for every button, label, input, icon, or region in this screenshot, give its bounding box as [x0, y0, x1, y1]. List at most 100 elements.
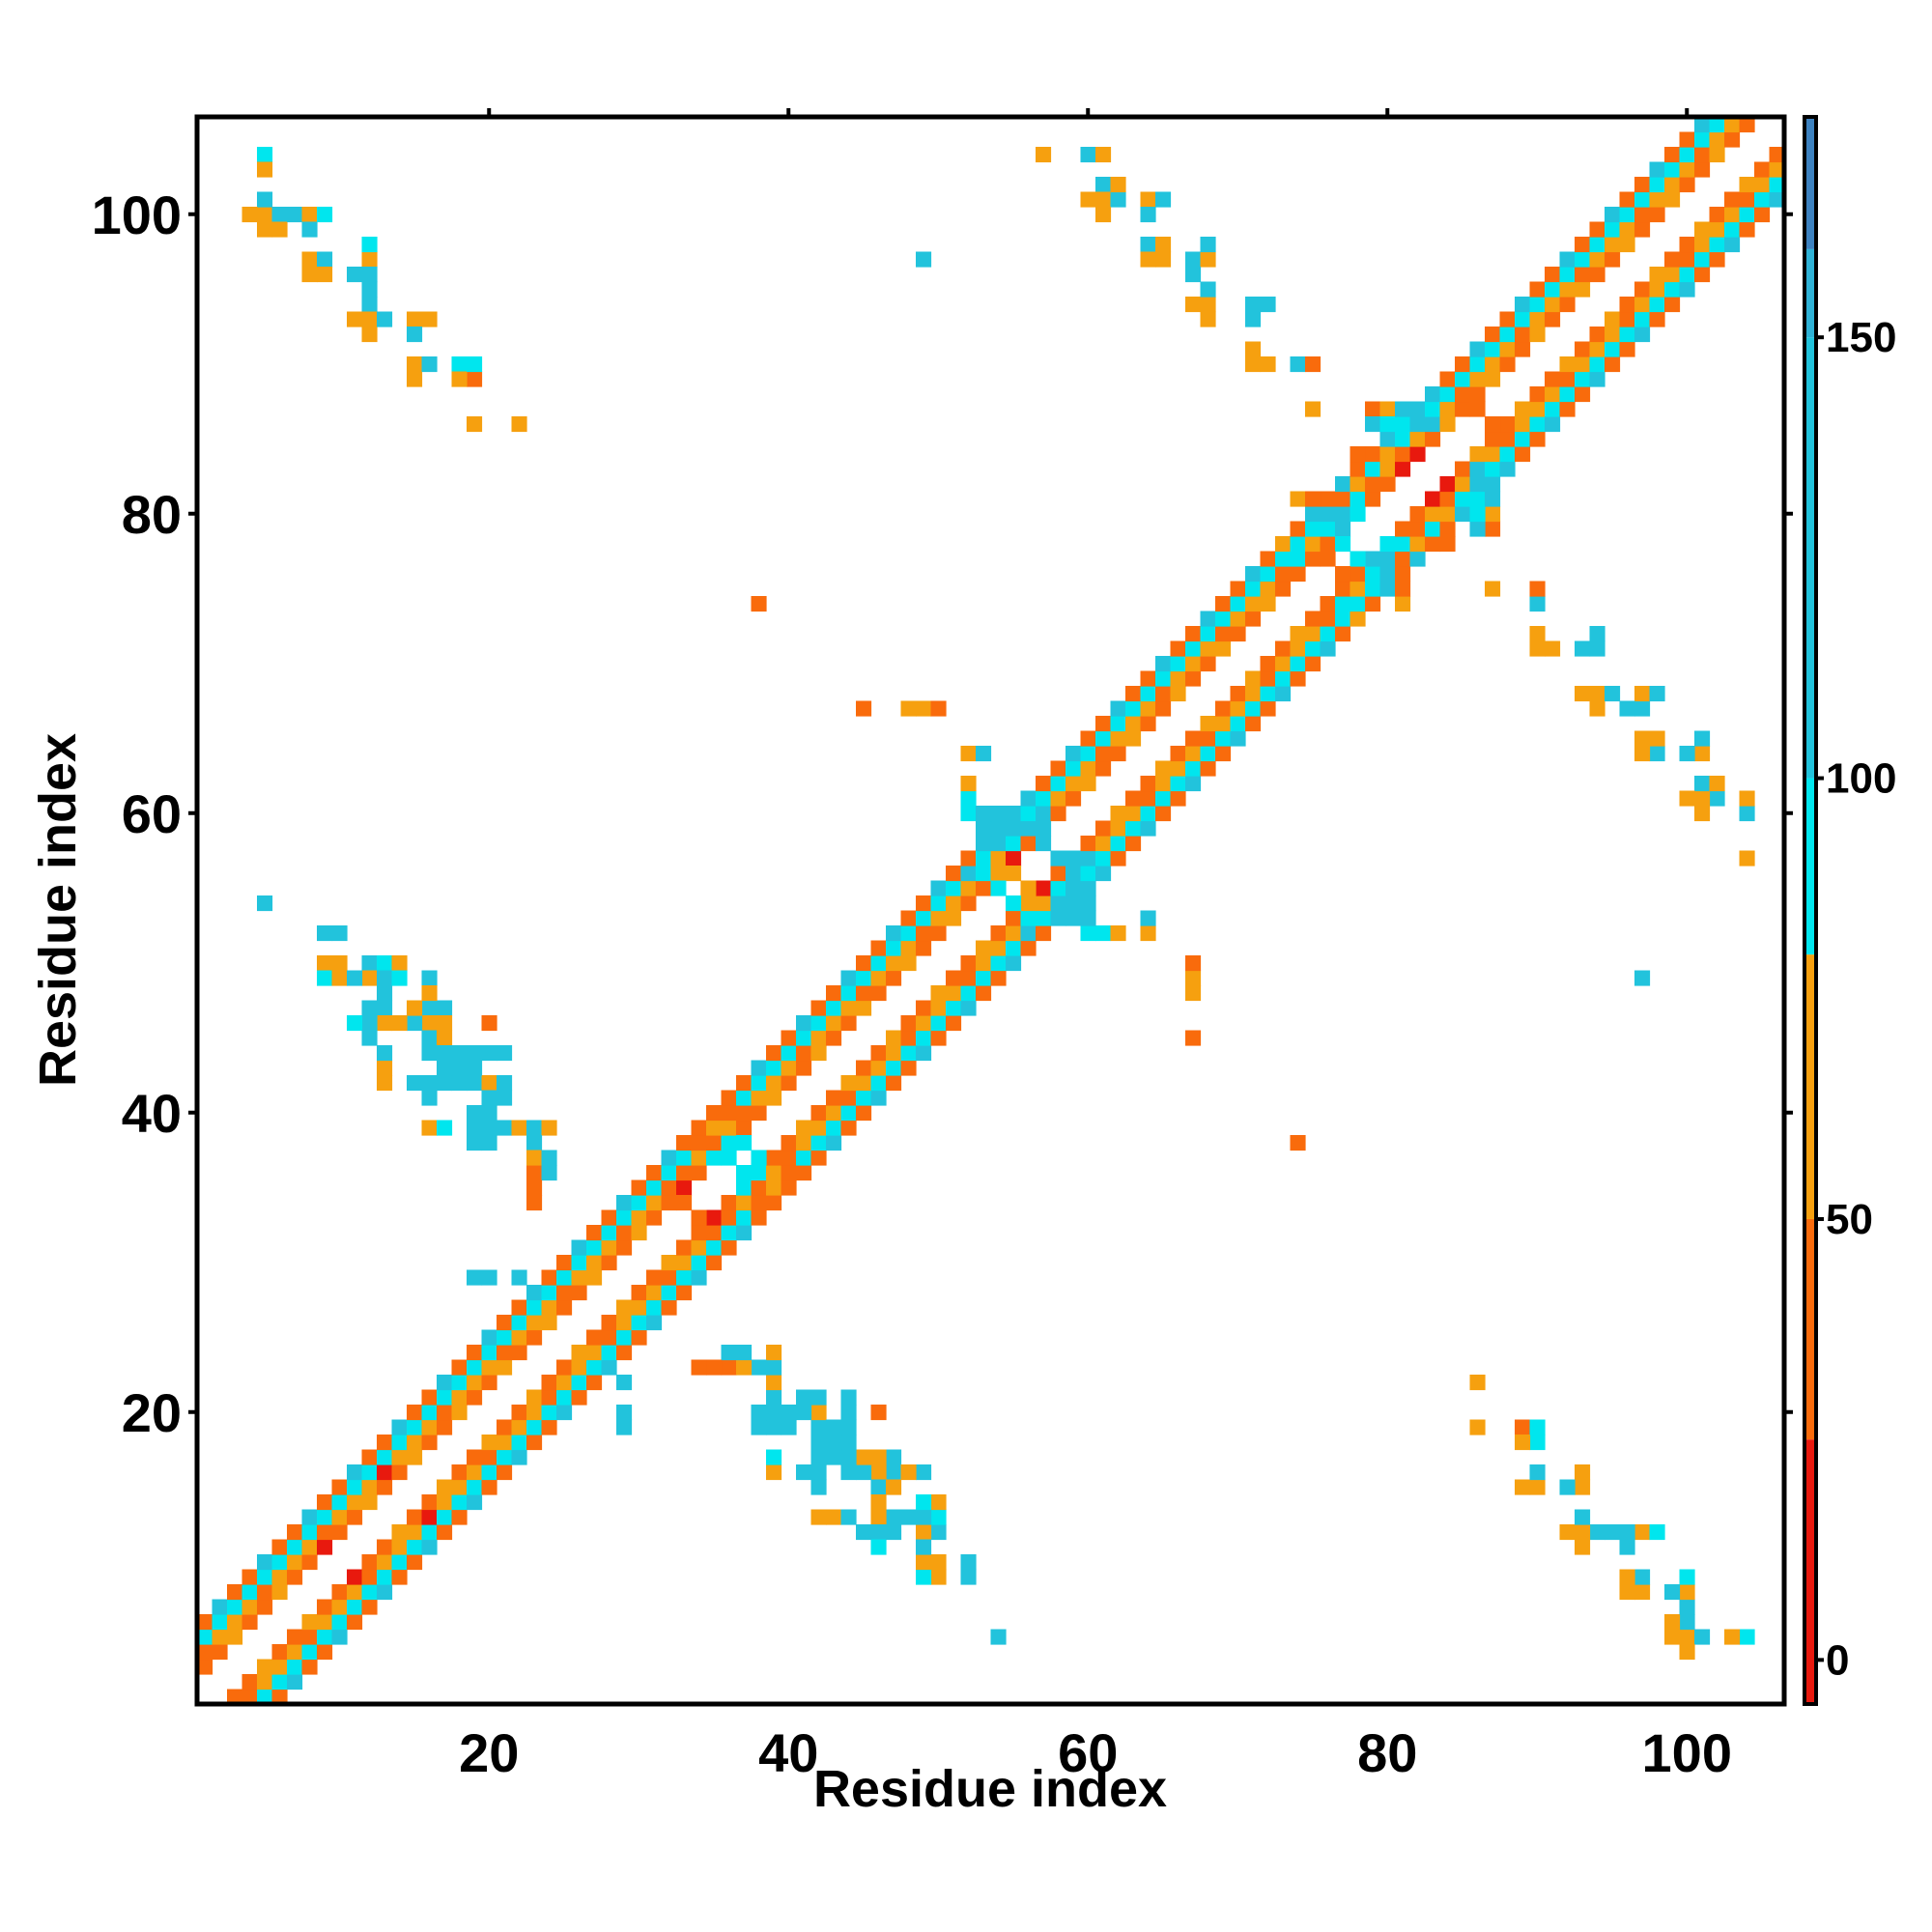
- heatmap-cell: [1050, 895, 1066, 912]
- heatmap-cell: [391, 970, 408, 986]
- heatmap-cell: [1350, 566, 1366, 582]
- heatmap-cell: [1350, 611, 1366, 627]
- heatmap-cell: [257, 221, 273, 238]
- heatmap-cell: [840, 985, 857, 1002]
- heatmap-cell: [1335, 506, 1351, 523]
- heatmap-cell: [1006, 836, 1022, 852]
- heatmap-cell: [1215, 596, 1232, 612]
- heatmap-cell: [900, 1464, 917, 1481]
- heatmap-cell: [810, 1509, 827, 1525]
- heatmap-cell: [1439, 401, 1456, 417]
- heatmap-cell: [1290, 566, 1306, 582]
- heatmap-cell: [976, 806, 992, 822]
- heatmap-cell: [1529, 1435, 1546, 1451]
- heatmap-cell: [1694, 730, 1711, 747]
- heatmap-cell: [1709, 776, 1725, 792]
- heatmap-cell: [1634, 177, 1651, 193]
- heatmap-cell: [900, 1015, 917, 1032]
- heatmap-cell: [990, 850, 1007, 867]
- heatmap-cell: [796, 1030, 812, 1046]
- heatmap-cell: [271, 1689, 288, 1705]
- heatmap-cell: [526, 1315, 543, 1331]
- heatmap-cell: [1350, 596, 1366, 612]
- heatmap-cell: [451, 1494, 468, 1511]
- heatmap-cell: [1769, 147, 1785, 163]
- heatmap-cell: [1619, 341, 1635, 357]
- heatmap-cell: [1379, 431, 1396, 447]
- heatmap-cell: [1425, 386, 1441, 403]
- heatmap-cell: [691, 1120, 707, 1136]
- heatmap-cell: [1559, 386, 1576, 403]
- heatmap-cell: [1260, 551, 1276, 567]
- heatmap-cell: [257, 1674, 273, 1690]
- heatmap-cell: [481, 1359, 497, 1376]
- heatmap-cell: [361, 311, 378, 327]
- heatmap-cell: [301, 267, 318, 283]
- heatmap-cell: [1575, 251, 1591, 268]
- heatmap-cell: [930, 910, 947, 926]
- heatmap-cell: [451, 1479, 468, 1495]
- heatmap-cell: [616, 1315, 633, 1331]
- y-tick-label: 80: [122, 484, 182, 545]
- heatmap-cell: [257, 191, 273, 208]
- heatmap-cell: [361, 237, 378, 253]
- heatmap-cell: [736, 1225, 753, 1241]
- heatmap-cell: [1185, 670, 1202, 687]
- heatmap-cell: [856, 1060, 872, 1076]
- heatmap-cell: [900, 910, 917, 926]
- heatmap-cell: [1545, 371, 1561, 387]
- heatmap-cell: [1200, 611, 1216, 627]
- heatmap-cell: [1095, 760, 1112, 777]
- heatmap-cell: [1589, 267, 1605, 283]
- heatmap-cell: [481, 1090, 497, 1106]
- heatmap-cell: [526, 1195, 543, 1211]
- heatmap-cell: [242, 1674, 258, 1690]
- heatmap-cell: [1559, 251, 1576, 268]
- heatmap-cell: [361, 955, 378, 972]
- heatmap-cell: [347, 1494, 363, 1511]
- heatmap-cell: [1589, 1524, 1605, 1541]
- heatmap-cell: [1455, 356, 1471, 373]
- heatmap-cell: [497, 1315, 513, 1331]
- heatmap-cell: [586, 1359, 603, 1376]
- heatmap-cell: [916, 251, 932, 268]
- heatmap-cell: [736, 1090, 753, 1106]
- heatmap-cell: [421, 1524, 438, 1541]
- heatmap-cell: [331, 1614, 348, 1631]
- heatmap-cell: [946, 985, 962, 1002]
- heatmap-cell: [691, 1239, 707, 1256]
- heatmap-cell: [1409, 446, 1426, 463]
- heatmap-cell: [796, 1045, 812, 1062]
- heatmap-cell: [886, 925, 902, 942]
- heatmap-cell: [976, 880, 992, 896]
- heatmap-cell: [1739, 806, 1755, 822]
- heatmap-cell: [1350, 476, 1366, 493]
- heatmap-cell: [1230, 716, 1246, 732]
- heatmap-cell: [361, 281, 378, 298]
- heatmap-cell: [421, 1090, 438, 1106]
- heatmap-cell: [1455, 461, 1471, 477]
- heatmap-cell: [1065, 895, 1082, 912]
- heatmap-cell: [1754, 207, 1771, 223]
- heatmap-cell: [242, 207, 258, 223]
- heatmap-cell: [271, 1554, 288, 1571]
- heatmap-cell: [1469, 461, 1486, 477]
- heatmap-cell: [301, 221, 318, 238]
- heatmap-cell: [1409, 536, 1426, 553]
- heatmap-cell: [421, 1015, 438, 1032]
- heatmap-cell: [301, 1659, 318, 1675]
- heatmap-cell: [990, 820, 1007, 837]
- heatmap-cell: [571, 1239, 587, 1256]
- heatmap-cell: [1305, 506, 1321, 523]
- heatmap-cell: [1515, 401, 1531, 417]
- heatmap-cell: [1080, 850, 1096, 867]
- heatmap-cell: [946, 1000, 962, 1016]
- heatmap-cell: [870, 1524, 887, 1541]
- heatmap-cell: [976, 820, 992, 837]
- heatmap-cell: [646, 1269, 663, 1286]
- heatmap-cell: [301, 1644, 318, 1661]
- heatmap-cell: [1499, 356, 1516, 373]
- heatmap-cell: [331, 1584, 348, 1601]
- heatmap-cell: [946, 880, 962, 896]
